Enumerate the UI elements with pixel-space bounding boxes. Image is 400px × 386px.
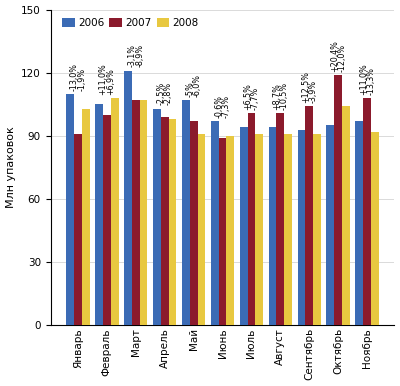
Bar [284, 134, 292, 325]
Text: +11,0%: +11,0% [98, 63, 108, 95]
Bar [211, 121, 219, 325]
Text: +11,0%: +11,0% [359, 63, 368, 95]
Text: -10,5%: -10,5% [280, 81, 289, 110]
Bar [276, 113, 284, 325]
Text: +20,4%: +20,4% [330, 40, 339, 72]
Text: +8,7%: +8,7% [272, 83, 281, 110]
Text: -5%: -5% [185, 81, 194, 97]
Text: -7,7%: -7,7% [251, 86, 260, 110]
Bar [66, 94, 74, 325]
Bar [334, 75, 342, 325]
Bar [182, 100, 190, 325]
Bar [355, 121, 363, 325]
Bar [140, 100, 148, 325]
Bar [82, 108, 90, 325]
Bar [168, 119, 176, 325]
Text: -2,5%: -2,5% [156, 82, 165, 105]
Text: -8,9%: -8,9% [135, 44, 144, 68]
Bar [305, 107, 313, 325]
Bar [198, 134, 205, 325]
Bar [313, 134, 321, 325]
Bar [124, 71, 132, 325]
Bar [326, 125, 334, 325]
Text: -0,6%: -0,6% [214, 95, 223, 118]
Text: -3,1%: -3,1% [127, 44, 136, 68]
Text: +12,5%: +12,5% [301, 71, 310, 103]
Text: -6,0%: -6,0% [193, 74, 202, 97]
Text: -2,8%: -2,8% [164, 82, 173, 105]
Bar [190, 121, 198, 325]
Bar [363, 98, 371, 325]
Bar [95, 104, 103, 325]
Bar [371, 132, 379, 325]
Bar [342, 107, 350, 325]
Bar [153, 108, 161, 325]
Text: -7,3%: -7,3% [222, 95, 231, 118]
Bar [248, 113, 255, 325]
Bar [255, 134, 263, 325]
Bar [226, 136, 234, 325]
Text: -12,0%: -12,0% [338, 44, 346, 72]
Bar [132, 100, 140, 325]
Bar [298, 130, 305, 325]
Legend: 2006, 2007, 2008: 2006, 2007, 2008 [59, 15, 202, 31]
Text: +6,9%: +6,9% [106, 68, 115, 95]
Bar [240, 127, 248, 325]
Bar [219, 138, 226, 325]
Text: -13,0%: -13,0% [70, 63, 78, 91]
Text: -3,9%: -3,9% [309, 80, 318, 103]
Text: -1,9%: -1,9% [77, 68, 86, 91]
Bar [103, 115, 111, 325]
Text: -13,3%: -13,3% [366, 67, 376, 95]
Text: +6,5%: +6,5% [243, 83, 252, 110]
Bar [269, 127, 276, 325]
Y-axis label: Млн упаковок: Млн упаковок [6, 127, 16, 208]
Bar [74, 134, 82, 325]
Bar [111, 98, 118, 325]
Bar [161, 117, 168, 325]
